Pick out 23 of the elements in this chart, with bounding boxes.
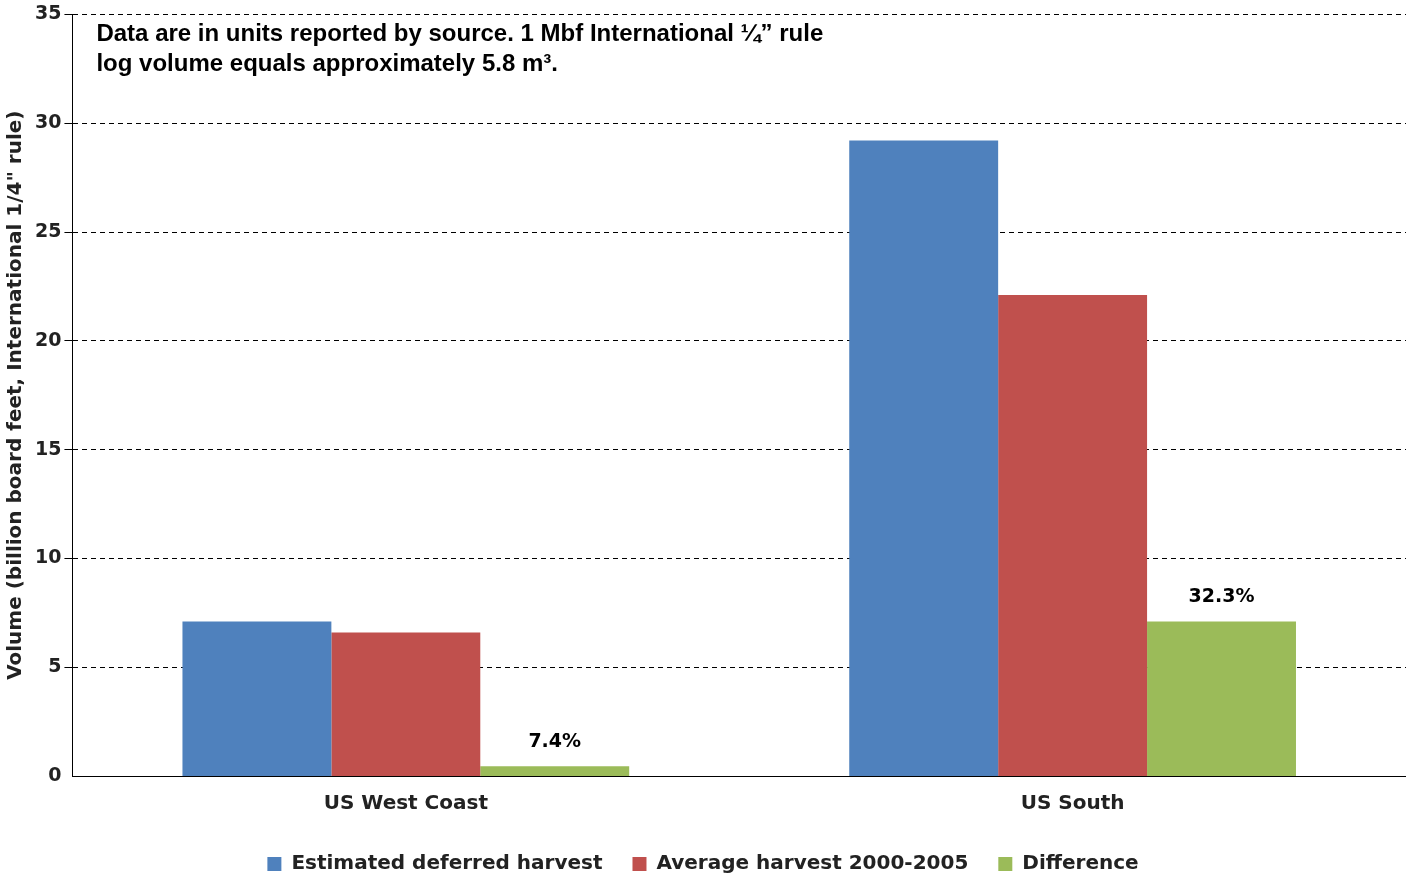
bar bbox=[331, 632, 481, 776]
y-tick-label: 0 bbox=[48, 762, 62, 785]
legend-label: Estimated deferred harvest bbox=[291, 850, 603, 875]
legend-label: Difference bbox=[1022, 850, 1139, 875]
y-tick-label: 20 bbox=[34, 327, 62, 350]
bar bbox=[1147, 621, 1296, 776]
y-tick-label: 10 bbox=[34, 545, 62, 568]
annotation: 32.3% bbox=[1188, 583, 1255, 606]
legend-label: Average harvest 2000-2005 bbox=[656, 850, 969, 875]
bar bbox=[480, 766, 630, 776]
bar bbox=[998, 295, 1148, 776]
bar bbox=[849, 140, 999, 776]
y-tick-label: 35 bbox=[34, 1, 62, 24]
bar bbox=[182, 621, 332, 776]
x-tick-label: US West Coast bbox=[323, 790, 489, 815]
y-tick-label: 30 bbox=[34, 110, 62, 133]
y-tick-label: 25 bbox=[34, 218, 62, 241]
annotation: 7.4% bbox=[528, 728, 582, 751]
annotation: Data are in units reported by source. 1 Mbf International ¼” rule log volume equals approximately 5.8 m³. bbox=[96, 19, 824, 77]
y-tick-label: 5 bbox=[48, 654, 62, 677]
x-tick-label: US South bbox=[1020, 790, 1125, 815]
y-tick-label: 15 bbox=[34, 436, 62, 459]
y-axis-title: Volume (billion board feet, International 1/4" rule) bbox=[2, 110, 27, 680]
